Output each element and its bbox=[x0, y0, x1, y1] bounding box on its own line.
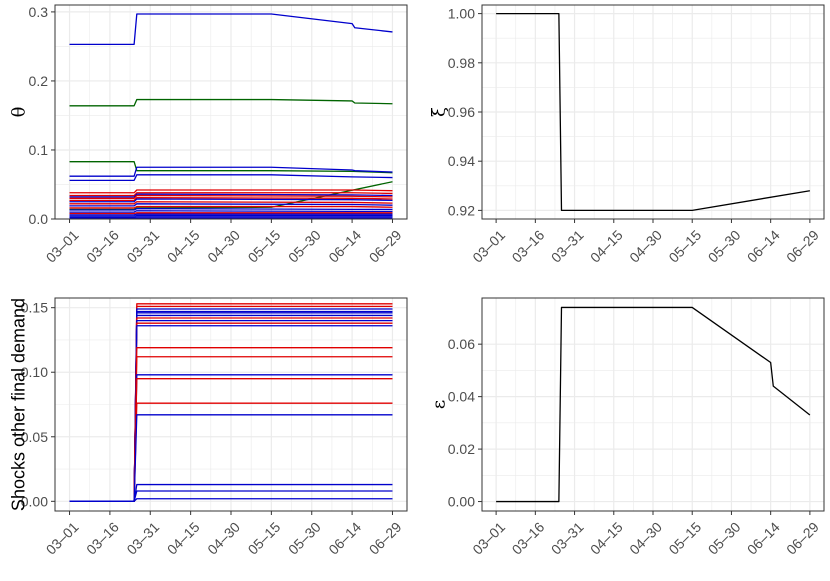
x-tick-label: 04–15 bbox=[164, 519, 203, 558]
series-group bbox=[69, 303, 393, 502]
x-tick-label: 06–14 bbox=[744, 519, 783, 558]
series-group bbox=[69, 13, 393, 219]
series-line-theta-13 bbox=[69, 203, 393, 207]
x-tick-label: 03–16 bbox=[83, 519, 122, 558]
series-line-theta-7 bbox=[69, 192, 393, 197]
x-tick-label: 04–15 bbox=[587, 519, 626, 558]
series-line-shocks-18 bbox=[69, 498, 393, 502]
series-line-theta-20 bbox=[69, 216, 393, 219]
x-tick-label: 06–29 bbox=[366, 519, 405, 558]
x-tick-label: 05–15 bbox=[665, 227, 704, 266]
series-line-theta-6 bbox=[69, 189, 393, 194]
series-line-theta-0 bbox=[69, 13, 393, 45]
x-tick-label: 04–30 bbox=[626, 519, 665, 558]
y-tick-label: 0.3 bbox=[29, 4, 49, 20]
x-tick-label: 03–01 bbox=[469, 227, 508, 266]
series-line-theta-9 bbox=[69, 194, 393, 199]
series-line-theta-3 bbox=[69, 166, 393, 177]
y-tick-label: 0.04 bbox=[448, 389, 475, 405]
x-tick-label: 03–16 bbox=[83, 227, 122, 266]
x-tick-label: 03–31 bbox=[548, 227, 587, 266]
y-tick-label: 0.92 bbox=[448, 202, 475, 218]
y-tick-label: 0.02 bbox=[448, 441, 475, 457]
x-tick-label: 06–29 bbox=[783, 227, 822, 266]
x-tick-label: 05–30 bbox=[705, 227, 744, 266]
y-tick-label: 0.2 bbox=[29, 73, 49, 89]
x-tick-label: 05–15 bbox=[245, 519, 284, 558]
y-tick-label: 1.00 bbox=[448, 6, 475, 22]
series-group bbox=[496, 306, 811, 503]
x-tick-label: 04–15 bbox=[164, 227, 203, 266]
y-tick-label: 0.10 bbox=[21, 364, 48, 380]
x-tick-label: 05–30 bbox=[285, 519, 324, 558]
x-tick-label: 04–30 bbox=[204, 227, 243, 266]
series-line-theta-12 bbox=[69, 201, 393, 205]
y-tick-label: 0.96 bbox=[448, 104, 475, 120]
x-tick-label: 03–31 bbox=[123, 227, 162, 266]
series-line-epsilon-0 bbox=[496, 306, 811, 503]
panel-theta: 0.00.10.20.303–01 03–16 03–31 04–15 04–30 05–… bbox=[8, 4, 408, 266]
series-group bbox=[496, 12, 810, 212]
series-line-theta-17 bbox=[69, 212, 393, 215]
series-line-theta-2 bbox=[69, 161, 393, 174]
x-tick-label: 03–01 bbox=[469, 519, 508, 558]
x-tick-label: 03–01 bbox=[43, 227, 82, 266]
x-tick-label: 03–31 bbox=[123, 519, 162, 558]
y-tick-label: 0.94 bbox=[448, 153, 475, 169]
y-tick-label: 0.06 bbox=[448, 336, 475, 352]
series-line-theta-14 bbox=[69, 205, 393, 209]
series-line-xi-0 bbox=[496, 12, 810, 212]
x-tick-label: 05–15 bbox=[245, 227, 284, 266]
x-tick-label: 04–30 bbox=[626, 227, 665, 266]
series-line-theta-4 bbox=[69, 174, 393, 181]
y-tick-label: 0.15 bbox=[21, 300, 48, 316]
y-tick-label: 0.1 bbox=[29, 142, 49, 158]
series-line-theta-8 bbox=[69, 193, 393, 198]
y-tick-label: 0.00 bbox=[448, 494, 475, 510]
x-tick-label: 05–15 bbox=[665, 519, 704, 558]
panel-epsilon: 0.00 0.02 0.04 0.06 03–01 03–16 03–31 04–15 04–3… bbox=[428, 297, 825, 558]
x-tick-label: 04–30 bbox=[204, 519, 243, 558]
series-line-theta-19 bbox=[69, 214, 393, 217]
series-line-theta-16 bbox=[69, 210, 393, 213]
x-tick-label: 06–14 bbox=[325, 227, 364, 266]
x-tick-label: 05–30 bbox=[285, 227, 324, 266]
panel-shocks: 0.00 0.05 0.10 0.15 03–01 03–16 03–31 04–15 04–3… bbox=[8, 297, 408, 558]
panel-xi: 0.92 0.94 0.96 0.98 1.00 03–01 03–16 03–31 04–15… bbox=[428, 4, 825, 266]
series-line-theta-11 bbox=[69, 198, 393, 203]
y-axis-title: ε bbox=[428, 400, 449, 409]
series-line-theta-10 bbox=[69, 196, 393, 202]
series-line-theta-15 bbox=[69, 207, 393, 211]
x-tick-label: 03–31 bbox=[548, 519, 587, 558]
y-axis-title: ξ bbox=[428, 107, 449, 117]
x-tick-label: 03–16 bbox=[509, 519, 548, 558]
y-axis-title: θ bbox=[8, 107, 29, 118]
series-line-theta-18 bbox=[69, 213, 393, 216]
x-tick-label: 03–16 bbox=[509, 227, 548, 266]
x-tick-label: 05–30 bbox=[705, 519, 744, 558]
y-tick-label: 0.98 bbox=[448, 55, 475, 71]
x-tick-label: 06–14 bbox=[744, 227, 783, 266]
series-line-theta-1 bbox=[69, 98, 393, 107]
x-tick-label: 06–29 bbox=[366, 227, 405, 266]
y-tick-label: 0.0 bbox=[29, 211, 49, 227]
x-tick-label: 04–15 bbox=[587, 227, 626, 266]
y-tick-label: 0.00 bbox=[21, 493, 48, 509]
x-tick-label: 03–01 bbox=[43, 519, 82, 558]
y-tick-label: 0.05 bbox=[21, 429, 48, 445]
x-tick-label: 06–29 bbox=[783, 519, 822, 558]
x-tick-label: 06–14 bbox=[325, 519, 364, 558]
y-axis-title: Shocks other final demand bbox=[8, 298, 28, 511]
